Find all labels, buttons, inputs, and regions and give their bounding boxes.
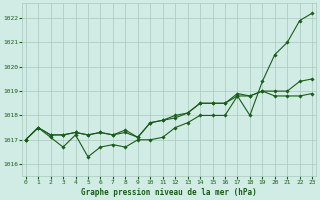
- X-axis label: Graphe pression niveau de la mer (hPa): Graphe pression niveau de la mer (hPa): [81, 188, 257, 197]
